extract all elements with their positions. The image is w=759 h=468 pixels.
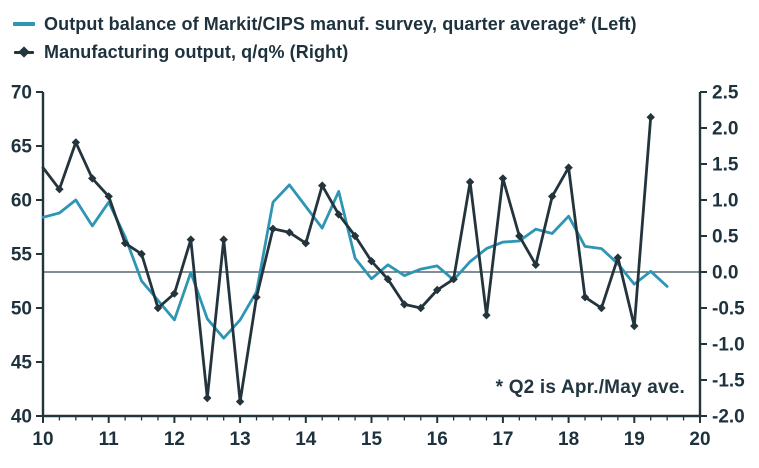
svg-text:-2.0: -2.0 (712, 407, 745, 428)
svg-text:13: 13 (230, 429, 251, 450)
legend-label-output-balance: Output balance of Markit/CIPS manuf. sur… (44, 13, 637, 34)
footnote-annotation: * Q2 is Apr./May ave. (495, 377, 685, 398)
svg-text:-1.0: -1.0 (712, 335, 745, 356)
svg-text:12: 12 (164, 429, 185, 450)
svg-text:70: 70 (11, 83, 32, 104)
svg-text:1.5: 1.5 (712, 155, 739, 176)
svg-text:1.0: 1.0 (712, 191, 738, 212)
svg-text:2.5: 2.5 (712, 83, 739, 104)
svg-text:11: 11 (99, 429, 120, 450)
svg-text:0.5: 0.5 (712, 227, 739, 248)
svg-text:0.0: 0.0 (712, 263, 738, 284)
svg-text:19: 19 (624, 429, 645, 450)
svg-text:17: 17 (492, 429, 513, 450)
svg-text:60: 60 (11, 191, 32, 212)
svg-text:16: 16 (427, 429, 448, 450)
svg-text:15: 15 (361, 429, 383, 450)
svg-text:55: 55 (11, 245, 33, 266)
svg-text:10: 10 (32, 429, 53, 450)
svg-text:45: 45 (11, 353, 33, 374)
teal-line-swatch-icon (12, 22, 36, 26)
chart-legend: Output balance of Markit/CIPS manuf. sur… (12, 10, 637, 66)
legend-item-manufacturing-output: Manufacturing output, q/q% (Right) (12, 38, 637, 66)
svg-text:20: 20 (689, 429, 710, 450)
svg-text:18: 18 (558, 429, 579, 450)
svg-text:14: 14 (295, 429, 317, 450)
svg-text:-0.5: -0.5 (712, 299, 745, 320)
legend-label-manufacturing-output: Manufacturing output, q/q% (Right) (44, 41, 349, 62)
svg-text:40: 40 (11, 407, 32, 428)
legend-item-output-balance: Output balance of Markit/CIPS manuf. sur… (12, 10, 637, 38)
svg-text:50: 50 (11, 299, 32, 320)
svg-text:65: 65 (11, 137, 33, 158)
svg-text:2.0: 2.0 (712, 119, 738, 140)
dark-line-diamond-swatch-icon (12, 46, 36, 58)
svg-text:-1.5: -1.5 (712, 371, 745, 392)
